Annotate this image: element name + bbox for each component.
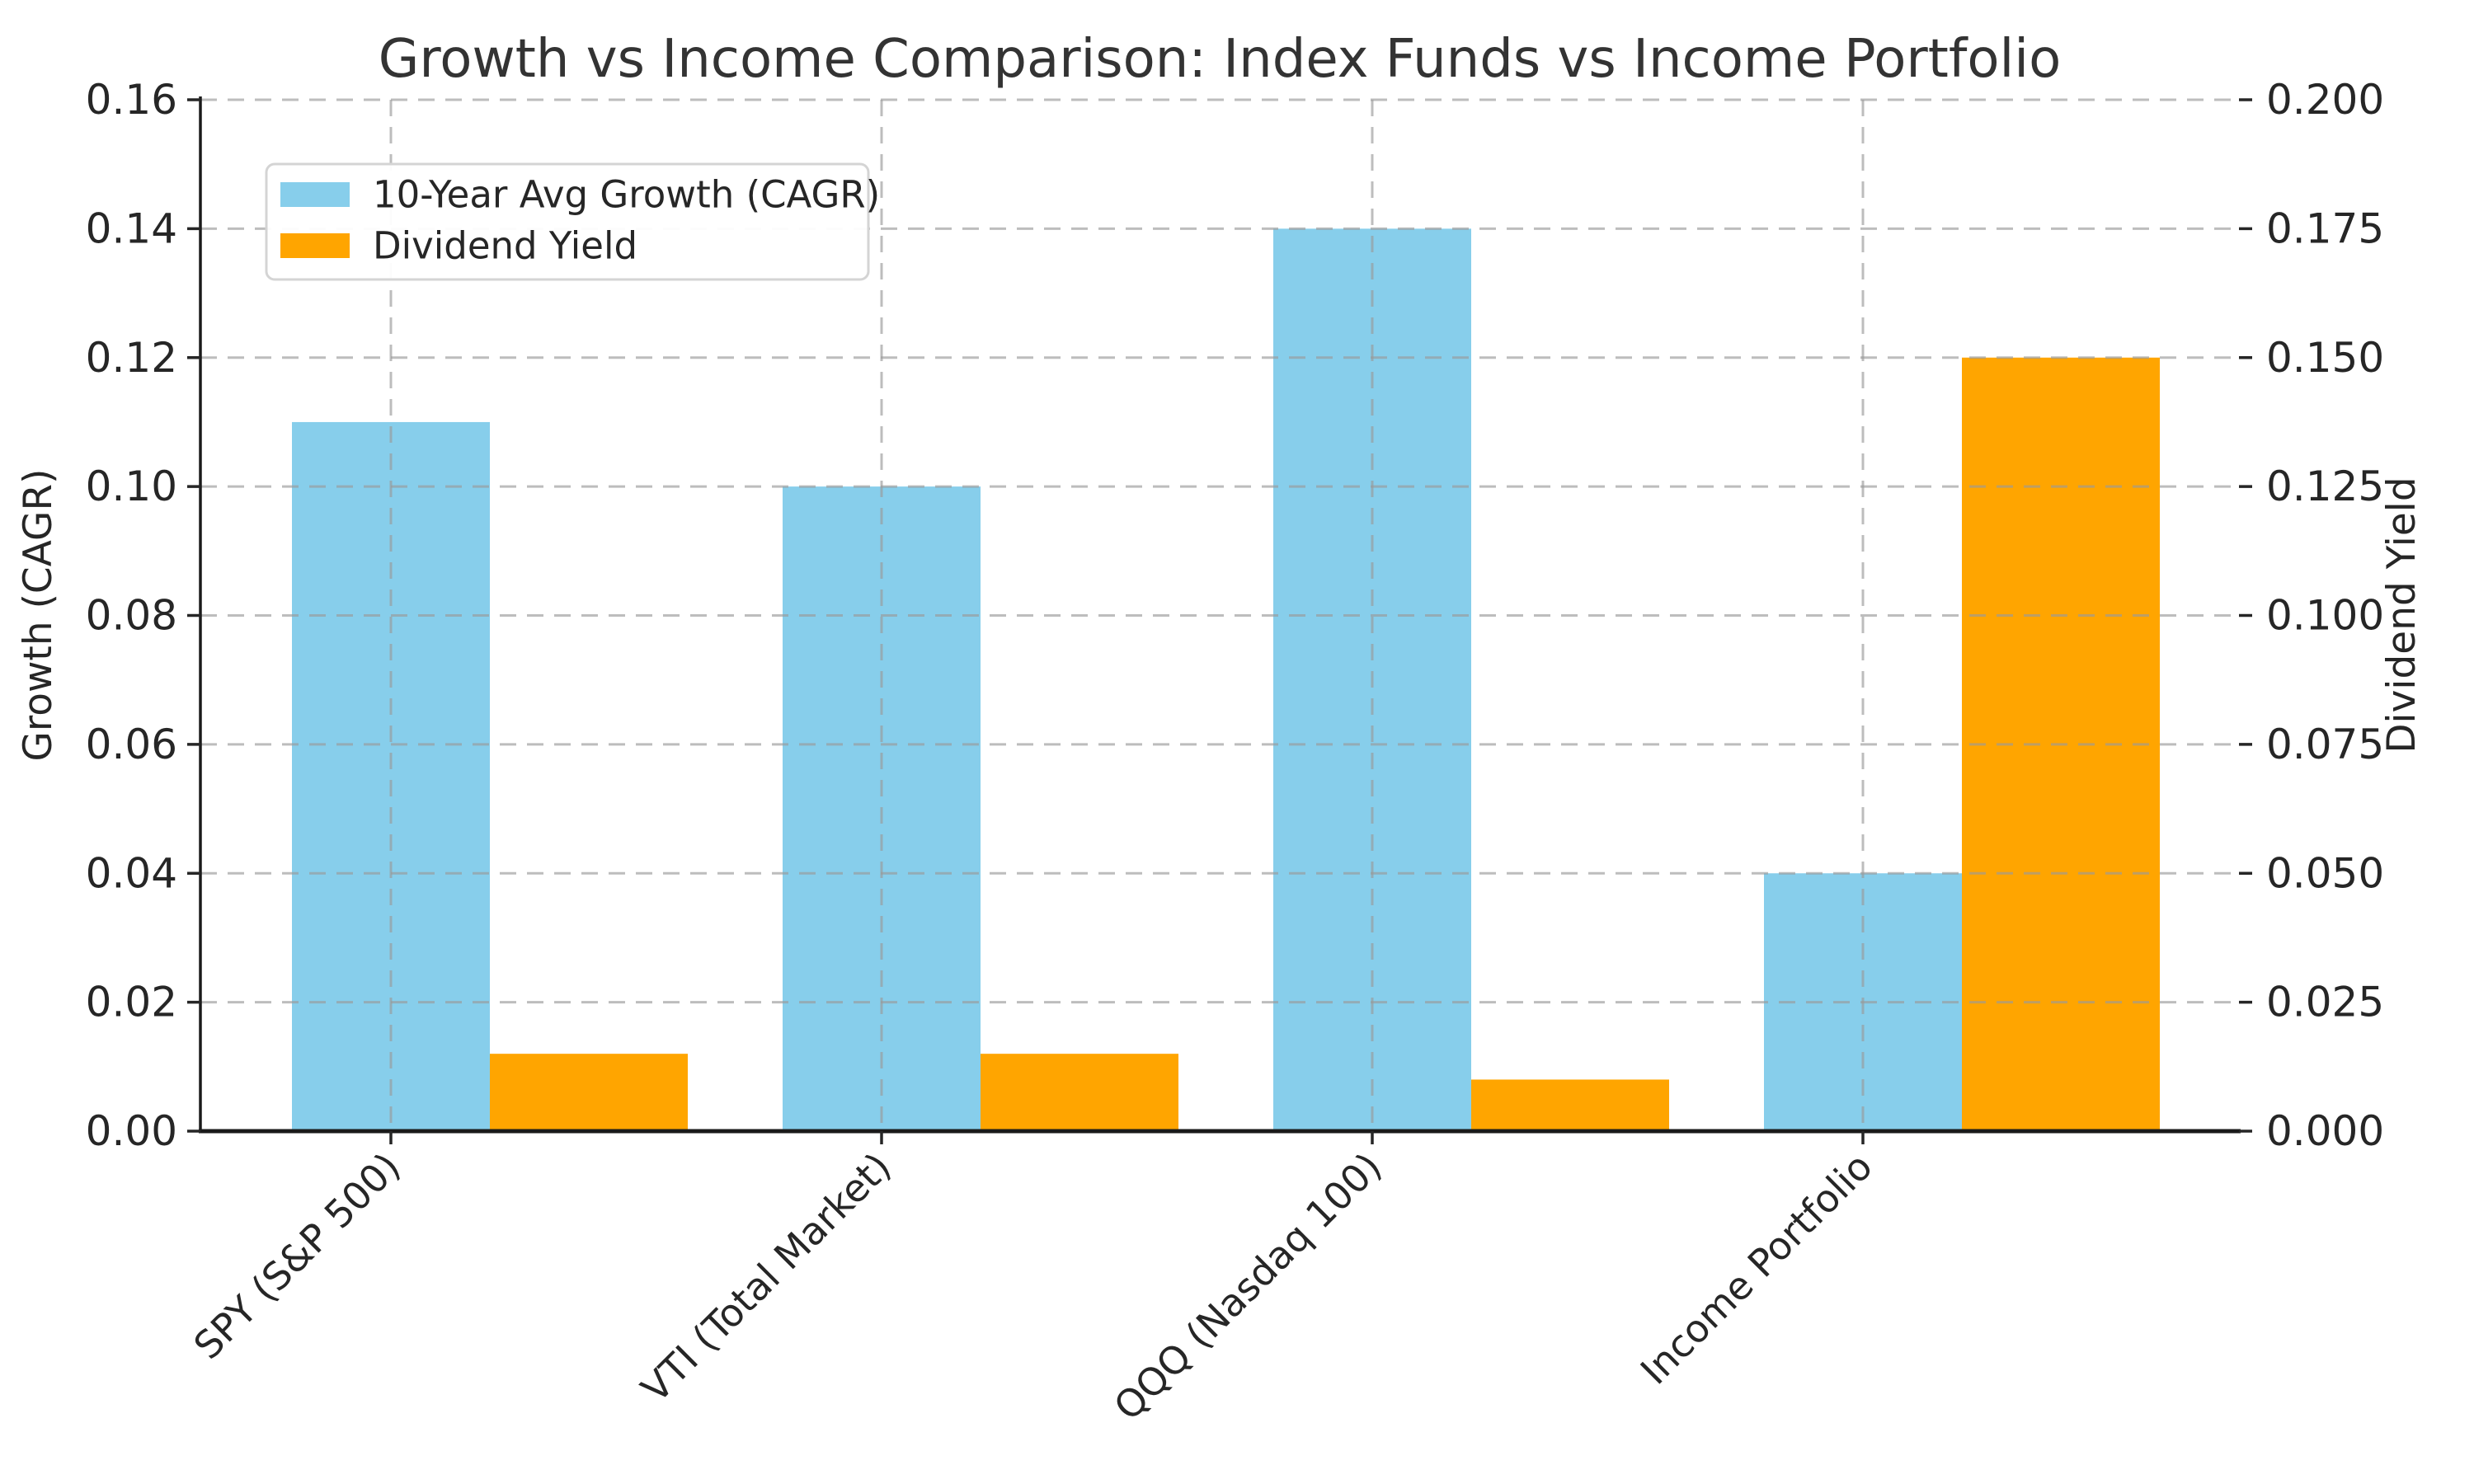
y-axis-label-left: Growth (CAGR) (16, 469, 61, 762)
y-tick-label-right: 0.150 (2266, 334, 2384, 382)
y-tick-label-left: 0.12 (86, 334, 177, 382)
y-tick-label-right: 0.050 (2266, 849, 2384, 897)
legend-label: 10-Year Avg Growth (CAGR) (373, 173, 880, 217)
y-tick-label-right: 0.000 (2266, 1107, 2384, 1155)
y-tick-label-left: 0.16 (86, 76, 177, 124)
legend-label: Dividend Yield (373, 224, 637, 268)
grid-layer (200, 98, 2239, 1131)
y-tick-label-right: 0.175 (2266, 204, 2384, 252)
dividend-yield-bar-1 (981, 1054, 1178, 1131)
dividend-yield-bar-2 (1471, 1079, 1669, 1131)
legend: 10-Year Avg Growth (CAGR) Dividend Yield (265, 162, 880, 281)
y-tick-label-left: 0.08 (86, 592, 177, 640)
y-axis-label-right: Dividend Yield (2379, 477, 2425, 753)
legend-swatch-growth (280, 182, 350, 207)
y-tick-label-left: 0.04 (86, 849, 177, 897)
y-tick-label-right: 0.025 (2266, 979, 2384, 1026)
y-tick-label-left: 0.02 (86, 979, 177, 1026)
y-tick-label-right: 0.075 (2266, 721, 2384, 768)
axes-layer (187, 96, 2252, 1144)
y-tick-label-right: 0.100 (2266, 592, 2384, 640)
y-tick-label-left: 0.00 (86, 1107, 177, 1155)
y-tick-label-left: 0.06 (86, 721, 177, 768)
chart-title: Growth vs Income Comparison: Index Funds… (379, 29, 2061, 90)
growth-bar-0 (292, 421, 490, 1131)
legend-box (265, 162, 870, 281)
y-tick-label-right: 0.125 (2266, 463, 2384, 510)
y-tick-label-right: 0.200 (2266, 76, 2384, 124)
dividend-yield-bar-0 (490, 1054, 688, 1131)
y-tick-label-left: 0.14 (86, 204, 177, 252)
y-tick-label-left: 0.10 (86, 463, 177, 510)
legend-swatch-dividend-yield (280, 233, 350, 258)
